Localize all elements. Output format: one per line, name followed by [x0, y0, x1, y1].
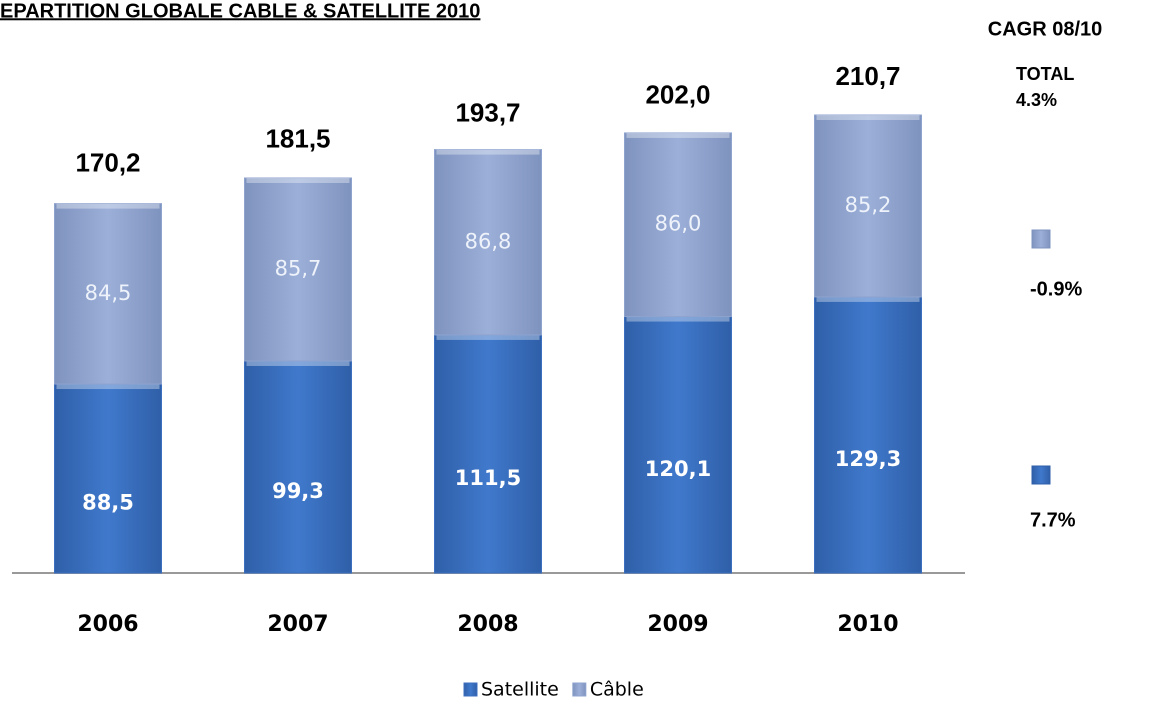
x-tick-label: 2006 — [77, 612, 138, 637]
bar-bevel — [816, 115, 920, 120]
x-tick-label: 2010 — [837, 612, 898, 637]
bar-bevel — [56, 384, 160, 390]
segment-label: 84,5 — [85, 281, 132, 305]
cagr-cable-icon — [1031, 229, 1051, 249]
segment-label: 120,1 — [645, 457, 711, 481]
x-tick-label: 2007 — [267, 612, 328, 637]
total-label: 170,2 — [75, 147, 140, 177]
legend-swatch — [572, 682, 587, 697]
cagr-total: 4.3% — [1016, 90, 1057, 110]
total-label: 210,7 — [835, 61, 900, 91]
bar-bevel — [56, 203, 160, 209]
legend-swatch — [463, 682, 478, 697]
legend-label: Satellite — [481, 679, 559, 701]
bar-segment — [814, 114, 922, 298]
legend-label: Câble — [590, 679, 644, 701]
total-label: 193,7 — [455, 97, 520, 127]
chart-title: EPARTITION GLOBALE CABLE & SATELLITE 201… — [0, 0, 480, 22]
cagr-total-label: TOTAL — [1016, 64, 1074, 84]
bar-segment — [624, 316, 732, 574]
bar-bevel — [816, 296, 920, 302]
bar-bevel — [246, 177, 350, 183]
segment-label: 86,8 — [465, 229, 512, 253]
bar-bevel — [626, 316, 730, 322]
segment-label: 88,5 — [82, 491, 134, 515]
bar-bevel — [436, 334, 540, 340]
segment-label: 99,3 — [272, 479, 324, 503]
x-tick-label: 2009 — [647, 612, 708, 637]
bar-segment — [244, 177, 352, 362]
x-tick-label: 2008 — [457, 612, 518, 637]
total-label: 202,0 — [645, 80, 710, 110]
bar-segment — [434, 334, 542, 574]
total-label: 181,5 — [265, 123, 330, 153]
cagr-cable: -0.9% — [1030, 278, 1082, 300]
bar-segment — [54, 383, 162, 574]
segment-label: 129,3 — [835, 447, 901, 471]
cagr-satellite: 7.7% — [1030, 509, 1076, 531]
bar-segment — [54, 203, 162, 385]
segment-label: 111,5 — [455, 466, 521, 490]
segment-label: 85,7 — [275, 256, 322, 280]
segment-label: 85,2 — [845, 193, 892, 217]
bar-segment — [434, 149, 542, 336]
cagr-satellite-icon — [1031, 465, 1051, 485]
cagr-title: CAGR 08/10 — [988, 18, 1103, 40]
bar-segment — [624, 132, 732, 318]
bar-bevel — [246, 360, 350, 366]
segment-label: 86,0 — [655, 212, 702, 236]
bar-segment — [244, 360, 352, 574]
bar-segment — [814, 296, 922, 574]
bar-bevel — [626, 132, 730, 138]
bar-bevel — [436, 149, 540, 155]
